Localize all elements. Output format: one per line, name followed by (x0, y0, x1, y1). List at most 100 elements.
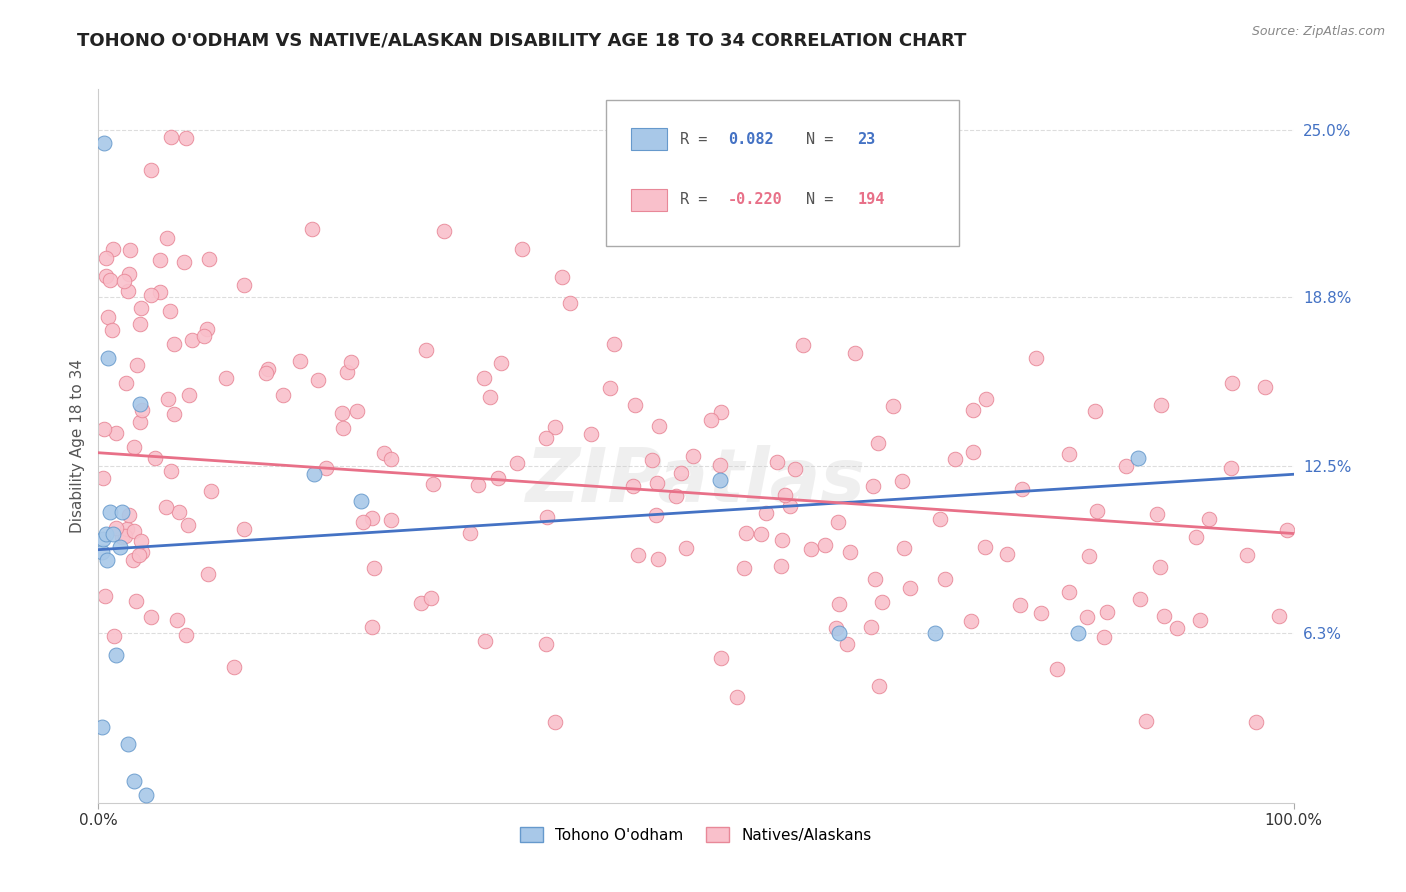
Point (159, 464, 181, 478)
Point (1149, 560, 1171, 574)
Point (128, 548, 150, 562)
Point (770, 533, 793, 547)
Point (536, 431, 558, 445)
Point (859, 620, 882, 634)
Point (350, 494, 373, 508)
Point (112, 274, 135, 288)
Point (1220, 461, 1243, 475)
Text: R =: R = (681, 132, 717, 146)
FancyBboxPatch shape (631, 189, 668, 211)
Y-axis label: Disability Age 18 to 34: Disability Age 18 to 34 (69, 359, 84, 533)
Point (115, 522, 138, 536)
Point (129, 317, 152, 331)
Point (131, 402, 153, 417)
Point (97, 351, 120, 366)
Point (814, 538, 837, 552)
Point (929, 512, 952, 526)
Point (125, 593, 148, 607)
Point (1078, 549, 1101, 563)
Point (558, 296, 581, 310)
Point (105, 426, 128, 441)
Point (827, 516, 849, 530)
Point (373, 445, 395, 459)
Point (197, 567, 219, 582)
Point (114, 529, 136, 543)
Point (995, 547, 1018, 561)
Point (111, 505, 134, 519)
Point (1011, 483, 1033, 497)
Point (962, 402, 984, 417)
Point (709, 458, 731, 472)
Point (415, 343, 437, 357)
Point (301, 221, 323, 235)
Point (838, 545, 860, 559)
Point (91, 471, 114, 485)
Point (505, 456, 527, 470)
Point (1046, 662, 1069, 676)
Point (215, 371, 238, 385)
Point (149, 253, 172, 268)
Point (766, 455, 789, 469)
Point (94, 251, 117, 265)
Point (159, 129, 181, 144)
Point (544, 419, 567, 434)
Point (1031, 606, 1053, 620)
Point (627, 548, 650, 562)
Point (474, 634, 496, 648)
Point (960, 615, 983, 629)
Point (1115, 458, 1137, 473)
Text: 194: 194 (858, 193, 884, 207)
Point (828, 597, 851, 611)
Point (725, 690, 748, 705)
Point (97, 310, 120, 325)
Point (770, 558, 793, 573)
Point (837, 637, 859, 651)
Text: N =: N = (806, 193, 842, 207)
Point (800, 542, 823, 557)
Point (200, 484, 222, 499)
Point (135, 788, 157, 802)
Point (380, 513, 402, 527)
Point (1135, 714, 1157, 728)
Point (433, 224, 456, 238)
Point (315, 461, 337, 475)
Point (893, 541, 915, 556)
Point (863, 572, 886, 586)
Point (974, 392, 997, 406)
Legend: Tohono O'odham, Natives/Alaskans: Tohono O'odham, Natives/Alaskans (515, 821, 877, 848)
Point (363, 561, 385, 575)
Point (603, 336, 626, 351)
Text: ZIPatlas: ZIPatlas (526, 445, 866, 518)
Point (122, 440, 145, 454)
Point (166, 613, 188, 627)
Point (155, 500, 177, 515)
Point (1253, 380, 1275, 394)
Point (124, 774, 146, 789)
Point (139, 163, 162, 178)
Point (825, 621, 848, 635)
Point (101, 243, 124, 257)
Point (669, 466, 692, 480)
Point (346, 404, 368, 418)
Point (330, 406, 353, 420)
Point (302, 467, 325, 482)
Point (254, 366, 277, 380)
Point (163, 337, 186, 351)
Point (1198, 512, 1220, 526)
Point (536, 510, 558, 524)
Point (624, 398, 647, 412)
Text: -0.220: -0.220 (728, 193, 783, 207)
Point (91, 545, 114, 559)
Point (141, 610, 163, 624)
Point (159, 304, 181, 318)
Point (510, 242, 533, 256)
Point (458, 525, 481, 540)
Point (222, 659, 245, 673)
Point (93, 422, 115, 436)
Point (472, 371, 495, 385)
Point (131, 545, 153, 559)
Point (1275, 523, 1298, 537)
Point (167, 505, 190, 519)
Point (467, 477, 489, 491)
Point (271, 388, 294, 402)
